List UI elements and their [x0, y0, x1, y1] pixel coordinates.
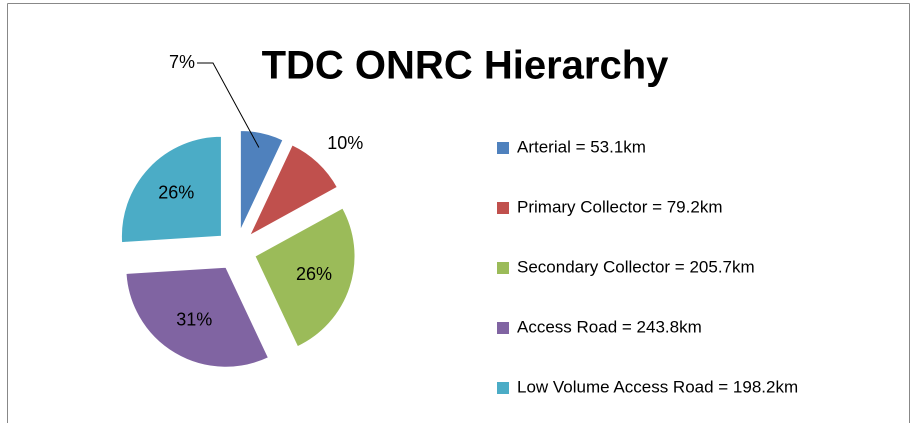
pie-slice	[120, 135, 222, 244]
legend-label: Primary Collector = 79.2km	[517, 197, 722, 216]
data-label: 26%	[158, 183, 194, 203]
legend-swatch	[497, 202, 509, 214]
leader-line	[197, 62, 260, 148]
legend-label: Arterial = 53.1km	[517, 137, 646, 156]
legend-label: Low Volume Access Road = 198.2km	[517, 377, 798, 396]
data-label: 26%	[296, 264, 332, 284]
pie-slice	[125, 266, 270, 368]
legend-swatch	[497, 142, 509, 154]
data-label: 31%	[176, 309, 212, 329]
legend-label: Access Road = 243.8km	[517, 317, 702, 336]
pie-slice	[254, 207, 356, 348]
data-label: 10%	[327, 133, 363, 153]
pie-slice	[248, 144, 339, 237]
pie-slice	[239, 129, 284, 231]
legend-swatch	[497, 322, 509, 334]
data-label: 7%	[169, 52, 195, 72]
legend-swatch	[497, 382, 509, 394]
legend-swatch	[497, 262, 509, 274]
chart-title: TDC ONRC Hierarchy	[262, 44, 670, 88]
legend-label: Secondary Collector = 205.7km	[517, 257, 755, 276]
